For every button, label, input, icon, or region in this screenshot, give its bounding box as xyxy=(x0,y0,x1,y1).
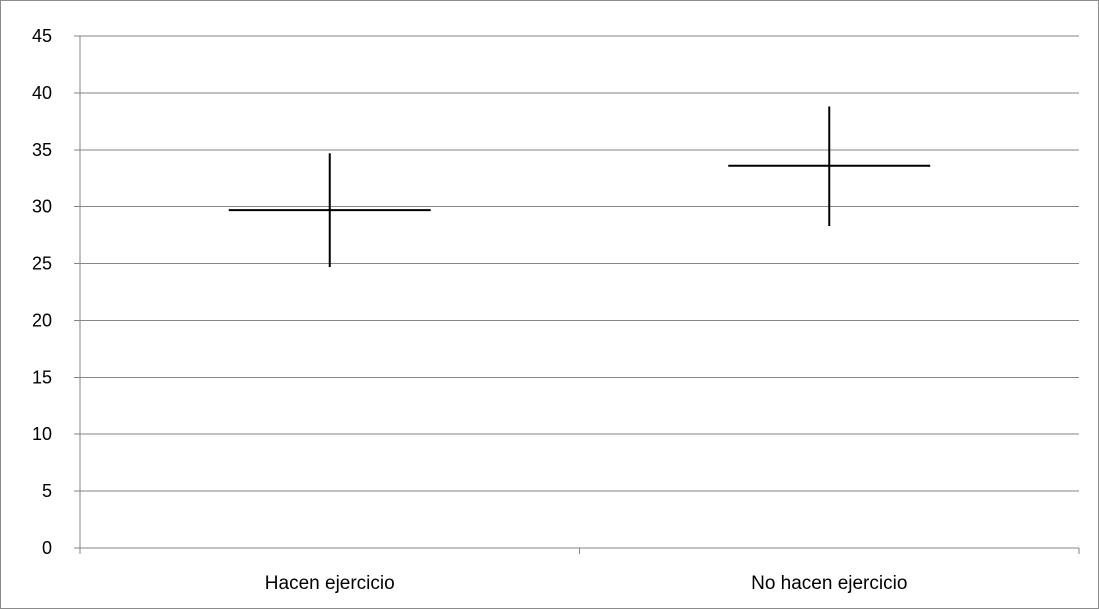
mark-layer xyxy=(228,106,931,267)
axis-layer xyxy=(74,35,1080,554)
y-tick-label: 10 xyxy=(32,424,52,444)
y-tick-label: 15 xyxy=(32,367,52,387)
y-tick-label: 40 xyxy=(32,83,52,103)
y-tick-label: 45 xyxy=(32,26,52,46)
grid-layer xyxy=(80,35,1079,492)
y-tick-label: 25 xyxy=(32,254,52,274)
y-tick-label: 30 xyxy=(32,197,52,217)
y-tick-label: 20 xyxy=(32,310,52,330)
x-category-label: Hacen ejercicio xyxy=(265,573,395,594)
y-tick-label: 5 xyxy=(42,481,52,501)
y-tick-label: 0 xyxy=(42,538,52,558)
label-layer: 0 5 10 15 20 25 30 35 40 45 Hacen ejercicio No hace… xyxy=(32,26,907,594)
x-category-label: No hacen ejercicio xyxy=(751,573,907,594)
y-tick-label: 35 xyxy=(32,140,52,160)
